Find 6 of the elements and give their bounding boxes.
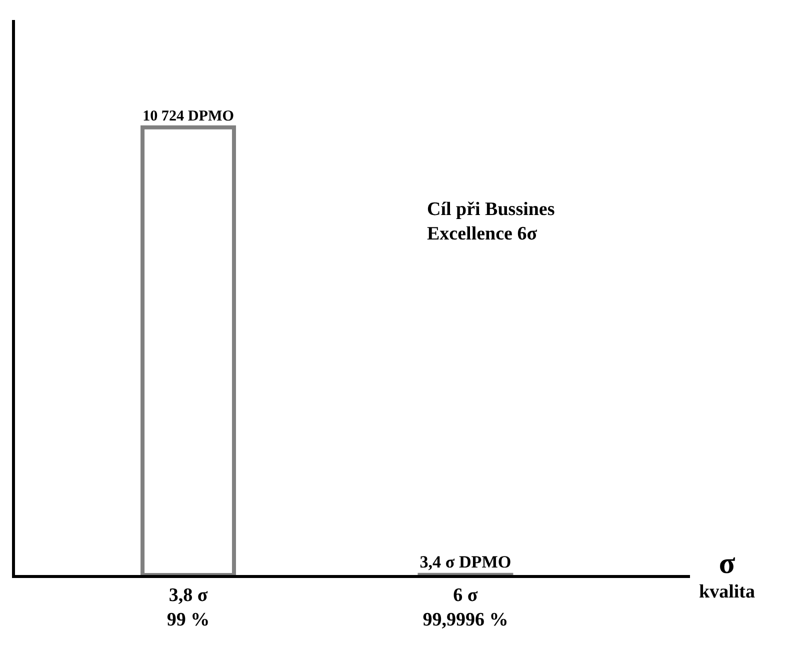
x-tick-label: 3,8 σ 99 %	[166, 584, 210, 630]
x-axis-title: σ kvalita	[699, 547, 756, 603]
annotation: Cíl při Bussines Excellence 6σ	[427, 199, 555, 245]
x-tick-label: 6 σ 99,9996 %	[422, 584, 508, 630]
data-label: 3,4 σ DPMO	[420, 552, 512, 572]
data-label: 10 724 DPMO	[142, 108, 234, 124]
